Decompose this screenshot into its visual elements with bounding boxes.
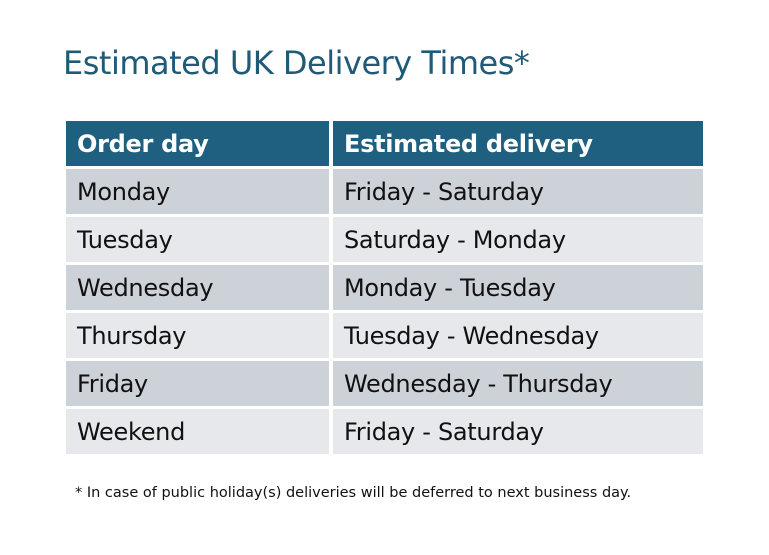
table-header-row: Order day Estimated delivery [66, 121, 703, 166]
delivery-cell: Friday - Saturday [333, 169, 703, 214]
table-row: Weekend Friday - Saturday [66, 409, 703, 454]
order-day-cell: Tuesday [66, 217, 329, 262]
order-day-cell: Friday [66, 361, 329, 406]
order-day-cell: Thursday [66, 313, 329, 358]
delivery-cell: Monday - Tuesday [333, 265, 703, 310]
footnote: * In case of public holiday(s) deliverie… [75, 485, 632, 501]
order-day-cell: Weekend [66, 409, 329, 454]
table-row: Friday Wednesday - Thursday [66, 361, 703, 406]
table-row: Tuesday Saturday - Monday [66, 217, 703, 262]
header-estimated-delivery: Estimated delivery [333, 121, 703, 166]
delivery-cell: Wednesday - Thursday [333, 361, 703, 406]
table-row: Monday Friday - Saturday [66, 169, 703, 214]
table-row: Thursday Tuesday - Wednesday [66, 313, 703, 358]
header-order-day: Order day [66, 121, 329, 166]
table-row: Wednesday Monday - Tuesday [66, 265, 703, 310]
delivery-cell: Tuesday - Wednesday [333, 313, 703, 358]
order-day-cell: Monday [66, 169, 329, 214]
delivery-cell: Friday - Saturday [333, 409, 703, 454]
delivery-cell: Saturday - Monday [333, 217, 703, 262]
delivery-times-table: Order day Estimated delivery Monday Frid… [62, 118, 707, 457]
page-title: Estimated UK Delivery Times* [63, 44, 530, 82]
order-day-cell: Wednesday [66, 265, 329, 310]
